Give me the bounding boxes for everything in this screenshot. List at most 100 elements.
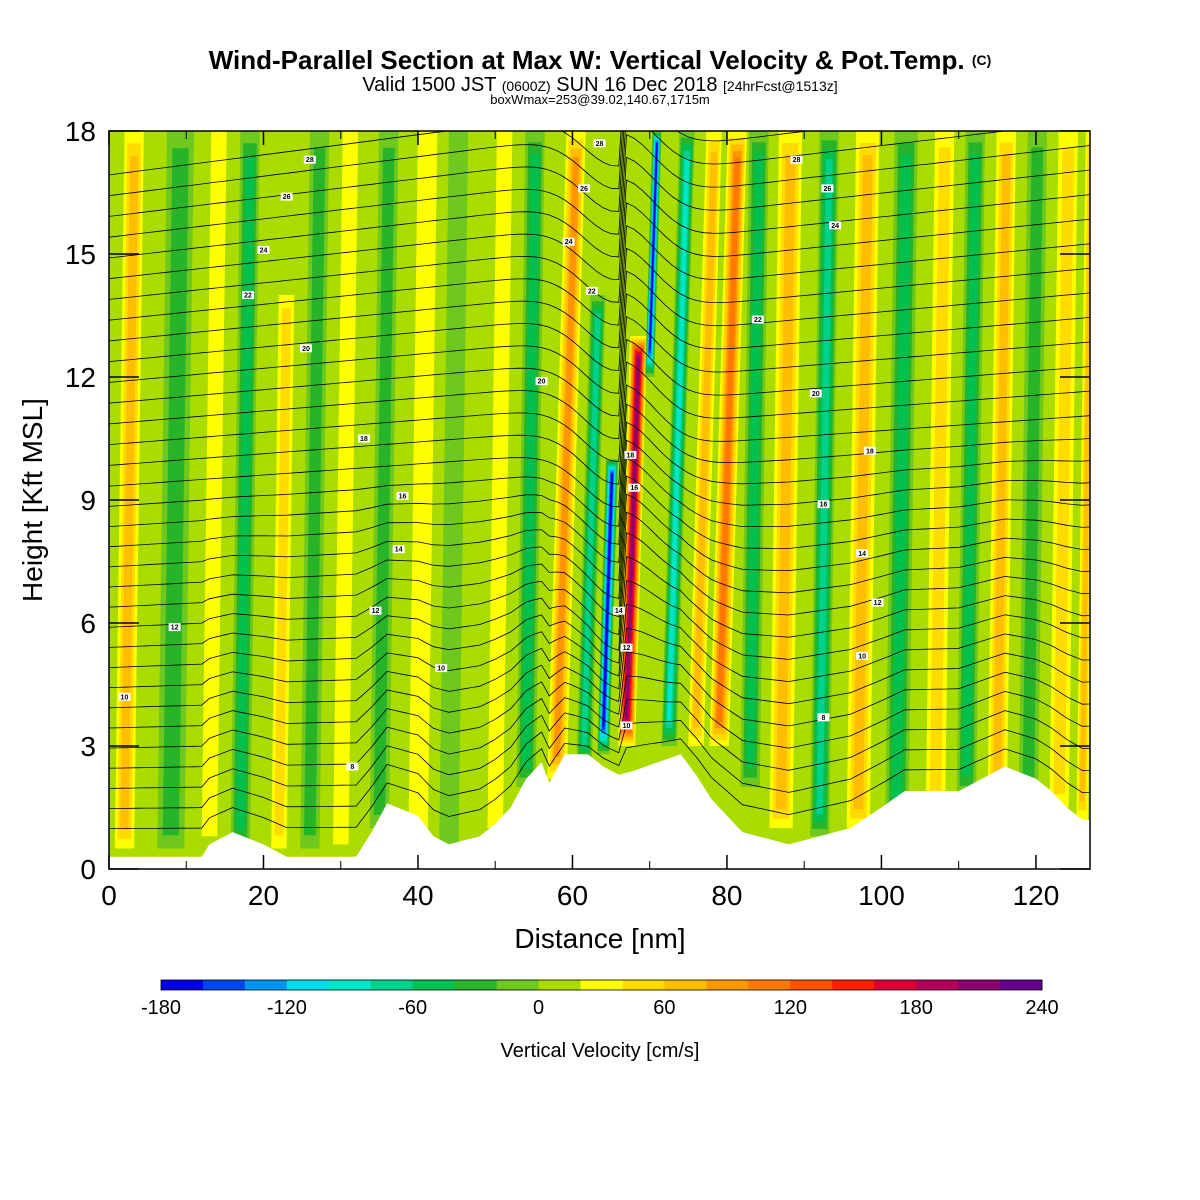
velocity-band-27: [993, 153, 1011, 777]
y-tick-label: 6: [80, 608, 96, 639]
velocity-band-7: [373, 147, 395, 815]
contour-label-box: [628, 483, 641, 492]
y-axis-title: Height [Kft MSL]: [17, 398, 48, 602]
contour-label: 10: [121, 694, 129, 701]
valid-time: Valid 1500 JST: [362, 74, 496, 96]
contour-label: 24: [565, 239, 573, 246]
contour-label-box: [593, 139, 606, 148]
colorbar-swatch: [161, 980, 204, 990]
contour-label-box: [620, 643, 633, 652]
contour-label-box: [790, 155, 803, 164]
chart-title: Wind-Parallel Section at Max W: Vertical…: [209, 45, 992, 75]
colorbar-swatch: [202, 980, 246, 990]
contour-label: 28: [596, 141, 604, 148]
contour-label: 22: [754, 317, 762, 324]
x-tick-label: 40: [402, 880, 433, 911]
theta-contour-line: [109, 738, 1090, 829]
colorbar-swatch: [244, 980, 288, 990]
velocity-band-28: [1022, 147, 1044, 795]
valid-date: SUN 16 Dec 2018: [556, 74, 717, 96]
theta-contour-line: [109, 131, 1009, 238]
theta-contour-line: [109, 156, 1090, 281]
x-tick-label: 0: [101, 880, 117, 911]
colorbar-swatch: [1000, 980, 1043, 990]
y-tick-label: 0: [80, 854, 96, 885]
theta-contour-line: [109, 493, 1090, 618]
y-tick-label: 12: [65, 362, 96, 393]
contour-label-box: [303, 155, 316, 164]
velocity-band-29: [1053, 147, 1075, 795]
contour-label: 10: [437, 666, 445, 673]
y-tick-label: 15: [65, 239, 96, 270]
colorbar-swatch: [454, 980, 498, 990]
velocity-band-4: [274, 308, 292, 836]
contour-label-box: [396, 491, 409, 500]
contour-label-box: [535, 377, 548, 386]
contour-label: 14: [395, 547, 403, 554]
contour-label: 12: [874, 600, 882, 607]
theta-contour-line: [109, 293, 1090, 417]
colorbar-label: 240: [1025, 997, 1058, 1019]
colorbar-swatch: [412, 980, 456, 990]
colorbar-label: 120: [774, 997, 807, 1019]
contour-label-box: [280, 192, 293, 201]
velocity-band-13: [581, 313, 601, 745]
contour-label: 12: [623, 645, 631, 652]
contour-label-box: [809, 389, 822, 398]
theta-contour-line: [109, 699, 1090, 789]
contour-label-box: [821, 184, 834, 193]
velocity-field: [114, 131, 1090, 849]
box-info: boxWmax=253@39.02,140.67,1715m: [490, 92, 710, 107]
velocity-band-15: [625, 357, 640, 718]
theta-contour-labels: 10 12 8 10 12 14 16 18 20 22 24 26 28 20 22 24 26 28 18 16 1…: [118, 139, 884, 771]
contour-label: 28: [306, 157, 314, 164]
contour-label-box: [299, 344, 312, 353]
theta-contours: [109, 131, 1090, 829]
theta-contour-line: [109, 627, 1090, 729]
velocity-band-25: [929, 147, 951, 795]
velocity-band-6: [333, 131, 359, 845]
contour-label-box: [751, 315, 764, 324]
velocity-band-10: [487, 131, 513, 828]
contour-label: 16: [630, 485, 638, 492]
theta-contour-line: [109, 131, 811, 217]
colorbar-swatch: [874, 980, 917, 990]
colorbar-title: Vertical Velocity [cm/s]: [501, 1040, 700, 1062]
velocity-band-11: [521, 153, 540, 769]
colorbar-swatch: [832, 980, 875, 990]
colorbar-swatch: [748, 980, 791, 990]
colorbar-swatch: [916, 980, 959, 990]
contour-label-box: [817, 500, 830, 509]
contour-label: 24: [831, 223, 839, 230]
contour-label: 26: [823, 186, 831, 193]
colorbar-label: 0: [533, 997, 544, 1019]
colorbar-label: 180: [899, 997, 932, 1019]
contour-label-box: [562, 237, 575, 246]
x-tick-label: 60: [557, 880, 588, 911]
colorbar-frame: [160, 979, 1043, 991]
velocity-band-19: [716, 157, 740, 723]
colorbar-label: 60: [653, 997, 675, 1019]
terrain: [109, 754, 1090, 869]
contour-label: 20: [812, 391, 820, 398]
valid-utc: (0600Z): [502, 78, 551, 94]
velocity-band-18: [692, 152, 718, 728]
theta-contour-line: [109, 439, 1090, 563]
chart-title-text: Wind-Parallel Section at Max W: Vertical…: [209, 45, 965, 75]
x-tick-label: 120: [1013, 880, 1060, 911]
theta-contour-line: [109, 651, 1090, 749]
theta-contour-line: [109, 247, 1090, 371]
theta-contour-line: [109, 457, 1090, 581]
colorbar-swatch: [370, 980, 414, 990]
theta-contour-line: [109, 131, 622, 176]
colorbar-swatch: [538, 980, 582, 990]
contour-label: 24: [260, 247, 268, 254]
x-tick-label: 100: [858, 880, 905, 911]
chart-title-mark: (C): [972, 52, 991, 68]
y-tick-label: 3: [80, 731, 96, 762]
theta-contour-line: [109, 384, 1090, 508]
contour-label: 22: [588, 288, 596, 295]
colorbar-label: -60: [398, 997, 427, 1019]
y-tick-label: 18: [65, 116, 96, 147]
theta-contour-line: [109, 403, 1090, 527]
